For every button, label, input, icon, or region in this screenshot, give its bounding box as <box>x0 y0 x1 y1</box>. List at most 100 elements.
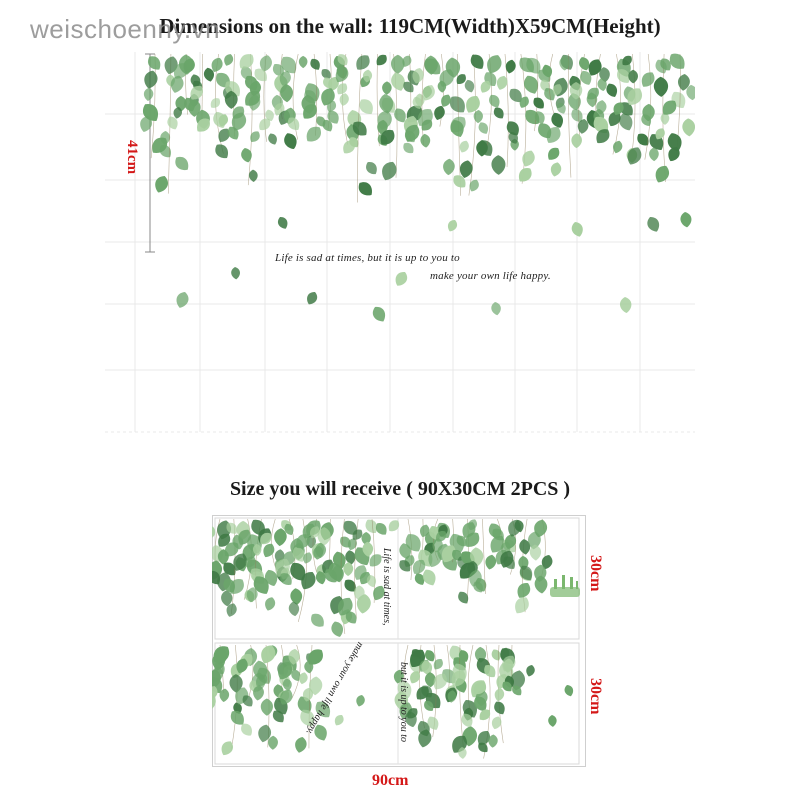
quote-line-1: Life is sad at times, but it is up to yo… <box>275 252 460 264</box>
leaf <box>359 99 373 114</box>
leaf <box>487 55 502 74</box>
leaf <box>307 291 318 305</box>
leaf <box>366 574 377 588</box>
leaf <box>571 109 583 122</box>
leaf <box>494 688 505 702</box>
leaf <box>479 709 491 721</box>
leaf <box>470 54 484 69</box>
leaf <box>544 88 555 101</box>
leaf <box>403 81 414 93</box>
leaf <box>288 601 300 617</box>
leaf <box>608 111 621 127</box>
leaf <box>280 689 293 705</box>
leaf <box>311 613 324 627</box>
leaf <box>218 114 229 127</box>
leaf <box>403 142 414 154</box>
leaf <box>219 688 230 703</box>
leaf <box>296 534 310 549</box>
leaf <box>510 670 525 691</box>
leaf <box>682 118 695 137</box>
leaf <box>515 597 529 614</box>
leaf <box>183 58 195 74</box>
leaf <box>617 69 630 83</box>
leaf <box>506 121 519 136</box>
leaf <box>144 70 158 89</box>
wall-grid <box>105 52 695 433</box>
leaf <box>264 569 278 587</box>
leaf <box>473 681 486 695</box>
leaf <box>599 67 610 83</box>
leaf <box>628 69 638 84</box>
leaf <box>458 650 469 662</box>
leaf <box>259 55 272 72</box>
leaf <box>484 664 496 678</box>
leaf <box>534 111 545 124</box>
leaf <box>230 710 244 725</box>
leaf <box>284 133 297 150</box>
leaf <box>259 118 271 131</box>
leaf <box>248 169 258 182</box>
leaf <box>434 105 445 121</box>
leaf <box>420 133 431 148</box>
leaf <box>303 552 312 564</box>
leaf <box>372 306 386 322</box>
leaf <box>503 658 514 673</box>
leaf <box>282 678 292 691</box>
leaf <box>284 523 294 536</box>
leaf <box>253 576 269 594</box>
leaf <box>369 554 382 567</box>
leaf <box>459 140 469 153</box>
leaf <box>278 662 293 680</box>
leaf <box>579 57 590 71</box>
hanging-leaves-illustration <box>140 53 695 322</box>
leaf <box>300 709 315 727</box>
leaf <box>218 128 230 143</box>
leaf <box>564 685 574 697</box>
leaf <box>496 75 508 90</box>
leaf <box>424 55 438 75</box>
leaf <box>280 573 292 585</box>
leaf <box>556 102 566 114</box>
leaf <box>147 56 161 70</box>
leaf <box>345 611 357 624</box>
leaf <box>241 723 252 736</box>
leaf <box>437 80 447 93</box>
leaf <box>491 155 506 175</box>
leaf <box>239 54 254 69</box>
leaf <box>478 742 488 753</box>
leaf <box>577 118 589 134</box>
leaf <box>509 88 522 103</box>
leaf <box>407 708 418 719</box>
leaf <box>362 541 374 557</box>
leaf <box>424 650 435 662</box>
receive-title: Size you will receive ( 90X30CM 2PCS ) <box>229 478 571 500</box>
leaf <box>274 528 287 547</box>
leaf <box>382 81 392 95</box>
leaf <box>260 698 273 716</box>
leaf <box>309 676 323 696</box>
leaf <box>412 67 424 84</box>
leaf <box>308 649 323 665</box>
leaf <box>505 59 516 74</box>
sticker-panels <box>212 515 586 767</box>
leaf <box>524 75 539 94</box>
leaf <box>331 621 344 637</box>
leaf <box>627 88 643 105</box>
leaf <box>362 69 373 83</box>
leaf <box>491 716 502 730</box>
leaf <box>245 90 260 106</box>
leaf <box>418 729 432 748</box>
leaf <box>252 543 262 556</box>
leaf <box>306 126 321 142</box>
leaf <box>606 83 618 97</box>
leaf <box>315 571 326 585</box>
leaf <box>526 665 535 677</box>
leaf <box>327 100 337 112</box>
leaf <box>637 133 649 146</box>
wall-mockup <box>105 52 695 433</box>
leaf <box>473 581 483 593</box>
leaf <box>480 81 491 93</box>
leaf <box>352 121 367 136</box>
leaf <box>268 735 278 750</box>
leaf <box>596 129 610 144</box>
